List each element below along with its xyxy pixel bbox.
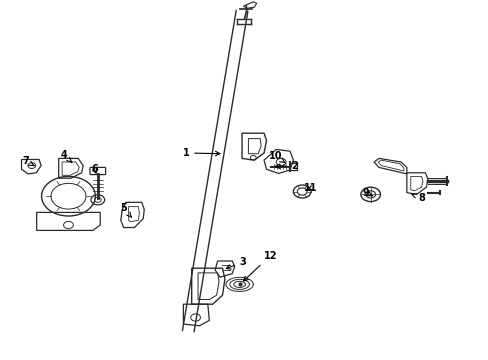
Text: 2: 2 (275, 161, 297, 171)
Text: 5: 5 (120, 203, 131, 217)
Text: 3: 3 (226, 257, 246, 269)
Text: 4: 4 (60, 150, 72, 162)
Text: 6: 6 (91, 164, 98, 174)
Text: 8: 8 (411, 193, 424, 203)
Text: 1: 1 (182, 148, 220, 158)
Text: 7: 7 (22, 156, 34, 166)
Text: 9: 9 (362, 188, 371, 198)
Text: 10: 10 (268, 151, 285, 163)
Text: 12: 12 (243, 251, 277, 281)
Text: 11: 11 (304, 183, 317, 193)
